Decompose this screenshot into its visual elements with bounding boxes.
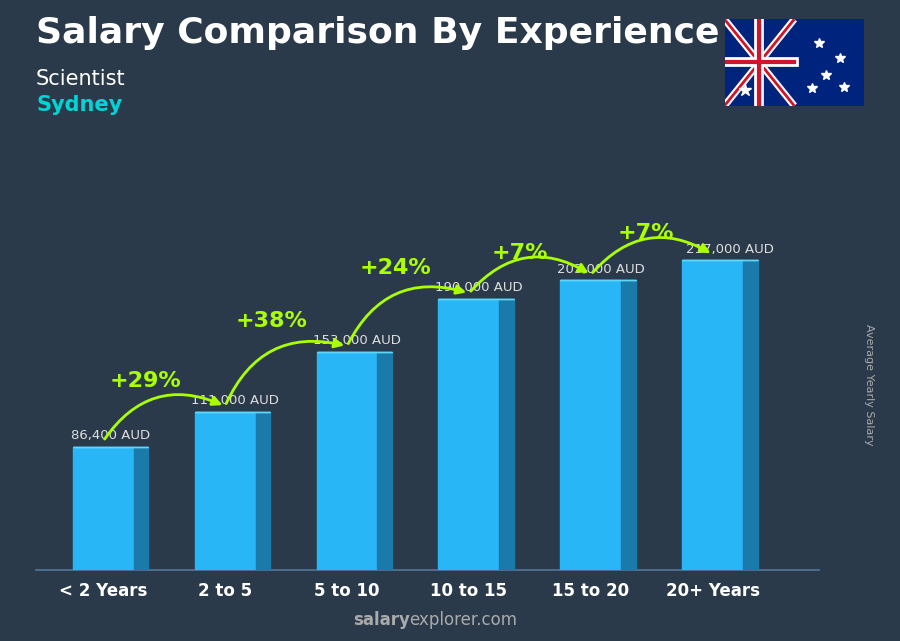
- Text: 111,000 AUD: 111,000 AUD: [191, 394, 279, 407]
- Polygon shape: [500, 299, 514, 570]
- Polygon shape: [621, 280, 636, 570]
- Polygon shape: [194, 412, 256, 570]
- Polygon shape: [561, 280, 621, 570]
- Text: explorer.com: explorer.com: [410, 612, 518, 629]
- Text: +7%: +7%: [492, 244, 548, 263]
- Text: Scientist: Scientist: [36, 69, 126, 88]
- Text: 217,000 AUD: 217,000 AUD: [686, 243, 774, 256]
- Text: +29%: +29%: [110, 371, 182, 391]
- Polygon shape: [73, 447, 133, 570]
- Text: +7%: +7%: [617, 224, 674, 244]
- Text: 86,400 AUD: 86,400 AUD: [71, 429, 150, 442]
- Polygon shape: [743, 260, 758, 570]
- Text: +24%: +24%: [360, 258, 432, 278]
- Text: Salary Comparison By Experience: Salary Comparison By Experience: [36, 16, 719, 50]
- Text: 203,000 AUD: 203,000 AUD: [557, 263, 644, 276]
- Polygon shape: [256, 412, 270, 570]
- Text: 190,000 AUD: 190,000 AUD: [435, 281, 522, 294]
- Text: Sydney: Sydney: [36, 95, 122, 115]
- Polygon shape: [438, 299, 500, 570]
- Polygon shape: [317, 352, 377, 570]
- Text: salary: salary: [353, 612, 410, 629]
- Polygon shape: [682, 260, 743, 570]
- Text: 153,000 AUD: 153,000 AUD: [313, 334, 400, 347]
- Polygon shape: [133, 447, 148, 570]
- Polygon shape: [377, 352, 392, 570]
- Text: Average Yearly Salary: Average Yearly Salary: [863, 324, 874, 445]
- Text: +38%: +38%: [236, 312, 307, 331]
